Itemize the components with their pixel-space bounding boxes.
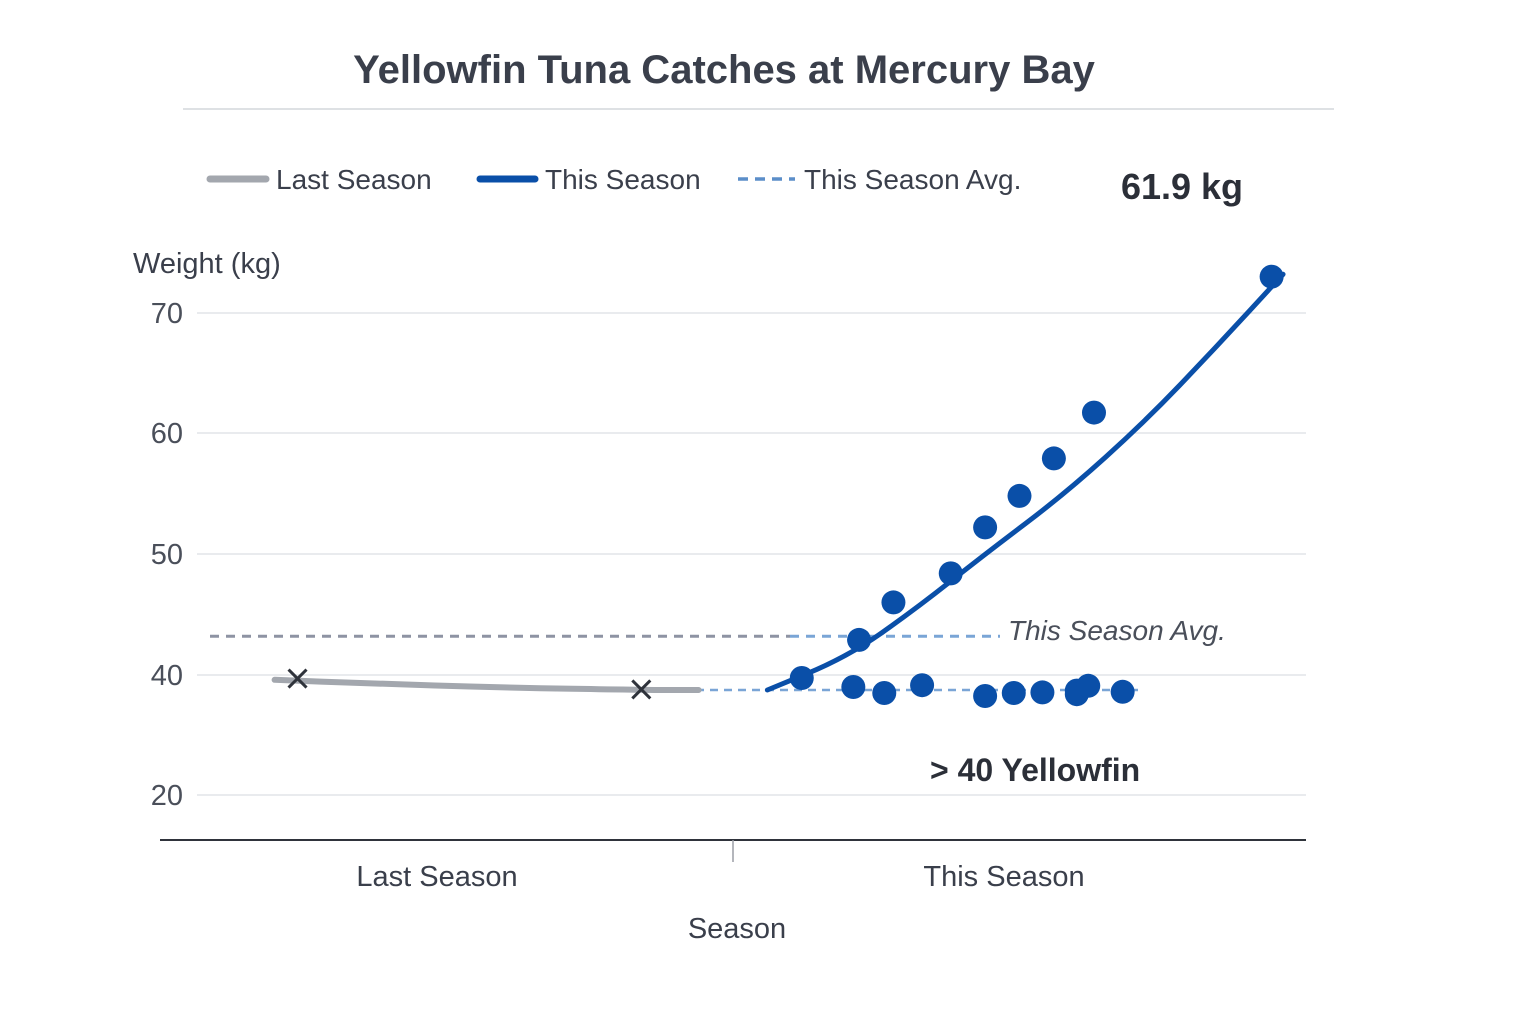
marker-x-stroke-b [287, 668, 308, 689]
marker-this-season-9 [1001, 681, 1026, 705]
series-markers [287, 264, 1284, 708]
marker-this-season-0 [789, 666, 814, 690]
y-tick-label-20: 20 [151, 780, 183, 812]
marker-this-season-11 [1030, 680, 1055, 705]
marker-x-stroke-b [631, 679, 652, 700]
annotation-count: > 40 Yellowfin [930, 752, 1140, 788]
legend-label-season-avg: This Season Avg. [804, 164, 1021, 195]
marker-last-season-1 [631, 679, 652, 700]
annotation-season-avg: This Season Avg. [1008, 615, 1226, 646]
marker-this-season-1 [841, 675, 866, 699]
marker-this-season-17 [1110, 679, 1135, 704]
legend-label-last-season: Last Season [276, 164, 432, 195]
legend-label-this-season: This Season [545, 164, 701, 195]
marker-this-season-4 [881, 590, 906, 615]
marker-this-season-7 [973, 684, 998, 708]
marker-this-season-16 [1081, 400, 1106, 425]
x-tick-this-season: This Season [923, 861, 1084, 893]
y-tick-label-70: 70 [151, 298, 183, 330]
marker-this-season-2 [847, 627, 872, 652]
marker-this-season-5 [910, 673, 935, 698]
x-tick-last-season: Last Season [356, 861, 517, 893]
y-axis-ticks: 20 40 50 60 70 [151, 298, 183, 812]
x-axis-title: Season [688, 913, 786, 945]
y-axis-title: Weight (kg) [133, 248, 281, 280]
marker-last-season-0 [287, 668, 308, 689]
y-tick-label-40: 40 [151, 660, 183, 692]
line-last-season [271, 676, 702, 693]
chart-title: Yellowfin Tuna Catches at Mercury Bay [353, 48, 1095, 92]
gridlines [197, 312, 1306, 796]
marker-this-season-15 [1076, 673, 1101, 698]
marker-this-season-12 [1041, 446, 1066, 471]
legend: Last Season This Season This Season Avg. [206, 164, 1021, 195]
marker-this-season-6 [938, 561, 963, 586]
y-tick-label-60: 60 [151, 418, 183, 450]
annotation-max-weight: 61.9 kg [1121, 166, 1243, 207]
marker-this-season-8 [973, 515, 998, 540]
series-lines [271, 271, 1286, 693]
y-tick-label-50: 50 [151, 539, 183, 571]
marker-this-season-3 [872, 681, 897, 705]
line-this-season-trend [764, 271, 1286, 693]
marker-this-season-10 [1007, 483, 1032, 508]
marker-this-season-18 [1259, 264, 1284, 289]
